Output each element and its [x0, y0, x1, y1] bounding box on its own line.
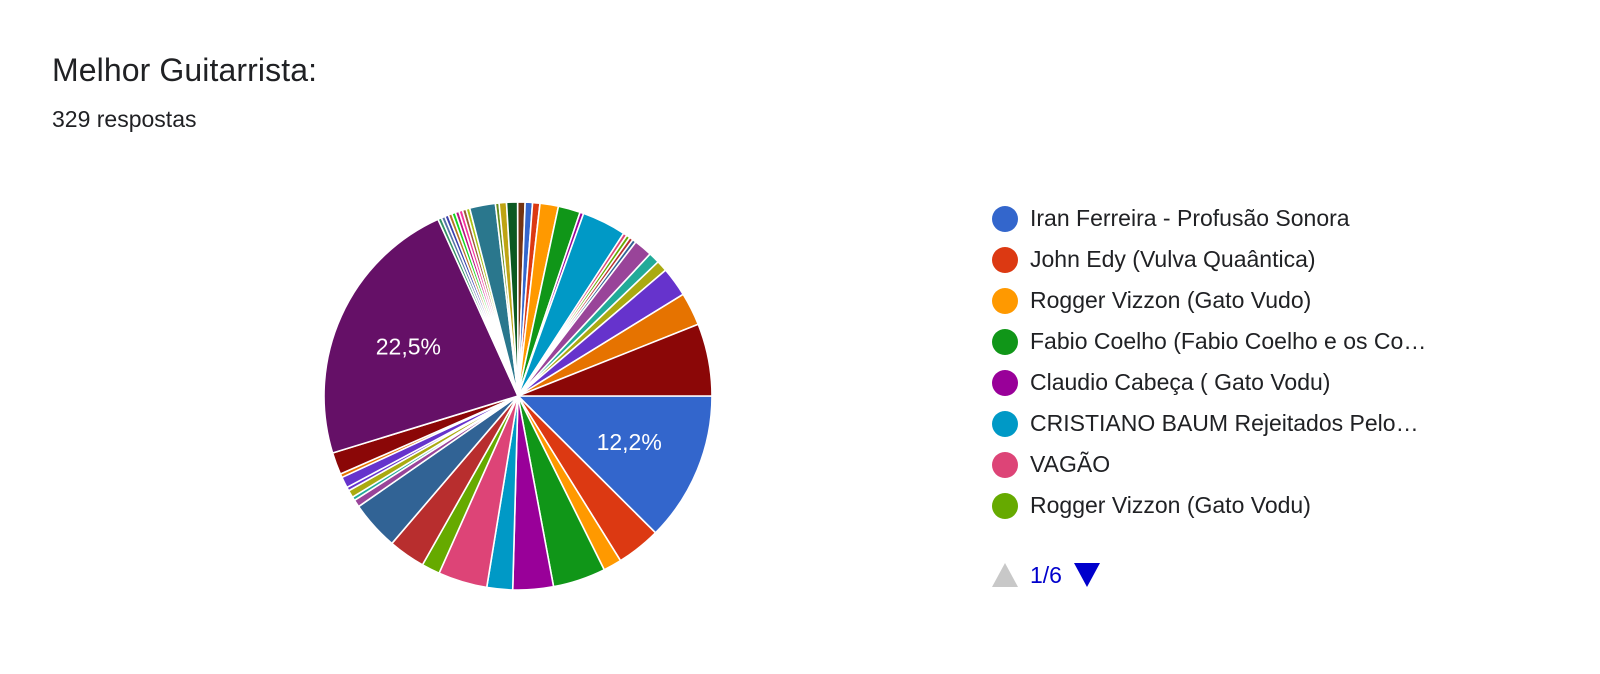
legend-item[interactable]: VAGÃO — [992, 444, 1492, 485]
legend-label: Claudio Cabeça ( Gato Vodu) — [1030, 369, 1331, 395]
pie-slice[interactable] — [517, 323, 713, 397]
legend-swatch-icon — [992, 410, 1018, 437]
pie-slice[interactable] — [323, 218, 519, 454]
legend-item[interactable]: Rogger Vizzon (Gato Vudo) — [992, 280, 1492, 321]
legend-item[interactable]: John Edy (Vulva Quaântica) — [992, 239, 1492, 280]
legend-label: John Edy (Vulva Quaântica) — [1030, 246, 1316, 272]
page-down-icon[interactable] — [1073, 563, 1100, 587]
legend-label: VAGÃO — [1030, 451, 1111, 477]
legend-pager: 1/6 — [992, 560, 1100, 590]
legend-item[interactable]: Rogger Vizzon (Gato Vodu) — [992, 485, 1492, 526]
legend-label: Iran Ferreira - Profusão Sonora — [1030, 205, 1350, 231]
legend-swatch-icon — [992, 492, 1018, 519]
legend-item[interactable]: Fabio Coelho (Fabio Coelho e os Co… — [992, 321, 1492, 362]
page-indicator: 1/6 — [1030, 561, 1062, 588]
legend-swatch-icon — [992, 451, 1018, 478]
chart-title: Melhor Guitarrista: — [52, 52, 318, 88]
page-up-icon[interactable] — [992, 563, 1018, 587]
legend: Iran Ferreira - Profusão Sonora John Edy… — [992, 198, 1492, 526]
pie-chart: 12,2% 22,5% — [323, 201, 713, 591]
legend-swatch-icon — [992, 369, 1018, 396]
legend-swatch-icon — [992, 246, 1018, 273]
legend-swatch-icon — [992, 205, 1018, 232]
legend-swatch-icon — [992, 287, 1018, 314]
legend-item[interactable]: Iran Ferreira - Profusão Sonora — [992, 198, 1492, 239]
legend-item[interactable]: Claudio Cabeça ( Gato Vodu) — [992, 362, 1492, 403]
legend-label: Rogger Vizzon (Gato Vudo) — [1030, 287, 1312, 313]
legend-swatch-icon — [992, 328, 1018, 355]
legend-item[interactable]: CRISTIANO BAUM Rejeitados Pelo… — [992, 403, 1492, 444]
slice-data-label: 22,5% — [376, 334, 441, 360]
slice-data-label: 12,2% — [597, 429, 662, 455]
legend-label: Rogger Vizzon (Gato Vodu) — [1030, 492, 1311, 518]
legend-label: CRISTIANO BAUM Rejeitados Pelo… — [1030, 410, 1419, 436]
legend-label: Fabio Coelho (Fabio Coelho e os Co… — [1030, 328, 1427, 354]
response-count: 329 respostas — [52, 106, 197, 132]
pie-slice[interactable] — [517, 395, 713, 534]
